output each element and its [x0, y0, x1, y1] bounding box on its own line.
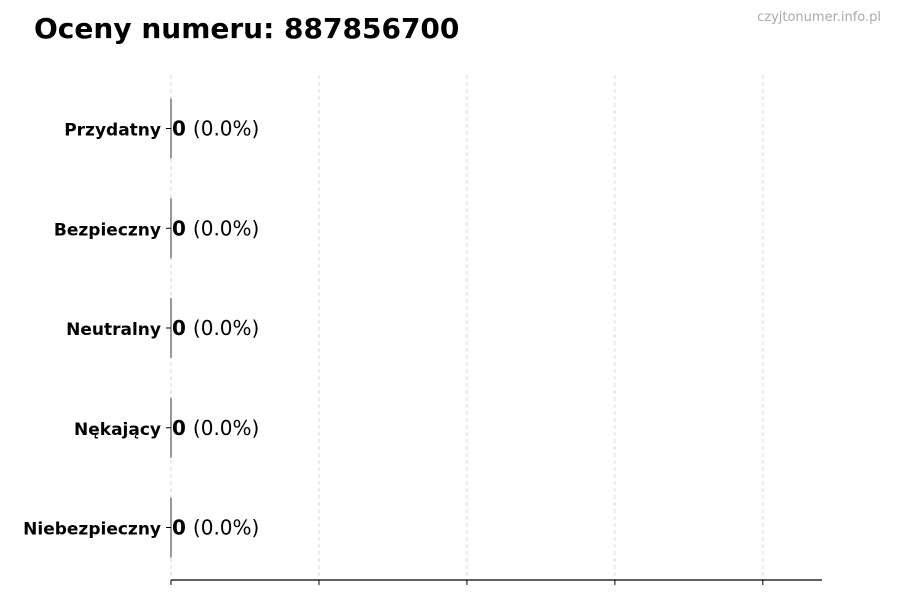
value-label: 0: [172, 416, 186, 440]
value-label: 0: [172, 316, 186, 340]
value-label: 0: [172, 117, 186, 141]
category-label: Przydatny: [64, 121, 161, 141]
category-label: Nękający: [74, 420, 161, 440]
percent-label: (0.0%): [193, 416, 259, 440]
category-label: Niebezpieczny: [23, 520, 161, 540]
value-label: 0: [172, 216, 186, 240]
category-label: Bezpieczny: [54, 220, 161, 240]
percent-label: (0.0%): [193, 117, 259, 141]
data-label: 0 (0.0%): [172, 516, 259, 540]
watermark: czyjtonumer.info.pl: [757, 10, 881, 25]
percent-label: (0.0%): [193, 516, 259, 540]
data-label: 0 (0.0%): [172, 316, 259, 340]
data-label: 0 (0.0%): [172, 117, 259, 141]
chart-title: Oceny numeru: 887856700: [34, 12, 460, 45]
percent-label: (0.0%): [193, 216, 259, 240]
data-label: 0 (0.0%): [172, 216, 259, 240]
value-label: 0: [172, 516, 186, 540]
category-label: Neutralny: [66, 320, 161, 340]
data-label: 0 (0.0%): [172, 416, 259, 440]
percent-label: (0.0%): [193, 316, 259, 340]
